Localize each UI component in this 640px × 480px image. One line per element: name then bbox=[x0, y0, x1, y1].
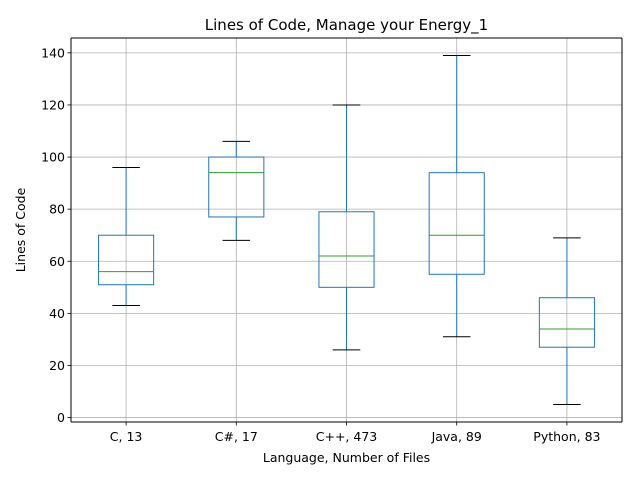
x-tick-label: C#, 17 bbox=[215, 429, 258, 444]
y-tick-label: 40 bbox=[49, 306, 65, 321]
y-tick-label: 80 bbox=[49, 202, 65, 217]
axis-ticks: 0 20 40 60 80 100 120 140 C, 13 C#, 17 C++, 473 Jav… bbox=[41, 45, 600, 444]
iqr-box bbox=[538, 297, 595, 348]
box-2 bbox=[318, 104, 375, 351]
box-1 bbox=[208, 140, 265, 241]
box-4 bbox=[538, 237, 595, 406]
iqr-box bbox=[428, 172, 485, 275]
y-tick-label: 100 bbox=[41, 150, 65, 165]
x-tick-label: Python, 83 bbox=[533, 429, 600, 444]
x-axis-label: Language, Number of Files bbox=[263, 450, 430, 465]
y-tick-label: 60 bbox=[49, 254, 65, 269]
iqr-box bbox=[318, 211, 375, 288]
y-tick-label: 140 bbox=[41, 45, 65, 60]
box-group bbox=[98, 54, 595, 406]
box-3 bbox=[428, 54, 485, 338]
y-tick-label: 120 bbox=[41, 97, 65, 112]
y-tick-label: 0 bbox=[57, 410, 65, 425]
x-tick-label: Java, 89 bbox=[431, 429, 482, 444]
iqr-box bbox=[208, 156, 265, 218]
y-axis-label: Lines of Code bbox=[13, 187, 28, 272]
x-tick-label: C++, 473 bbox=[316, 429, 377, 444]
box-0 bbox=[98, 166, 155, 307]
iqr-box bbox=[98, 234, 155, 286]
chart-title: Lines of Code, Manage your Energy_1 bbox=[205, 16, 488, 35]
y-tick-label: 20 bbox=[49, 358, 65, 373]
x-tick-label: C, 13 bbox=[110, 429, 143, 444]
